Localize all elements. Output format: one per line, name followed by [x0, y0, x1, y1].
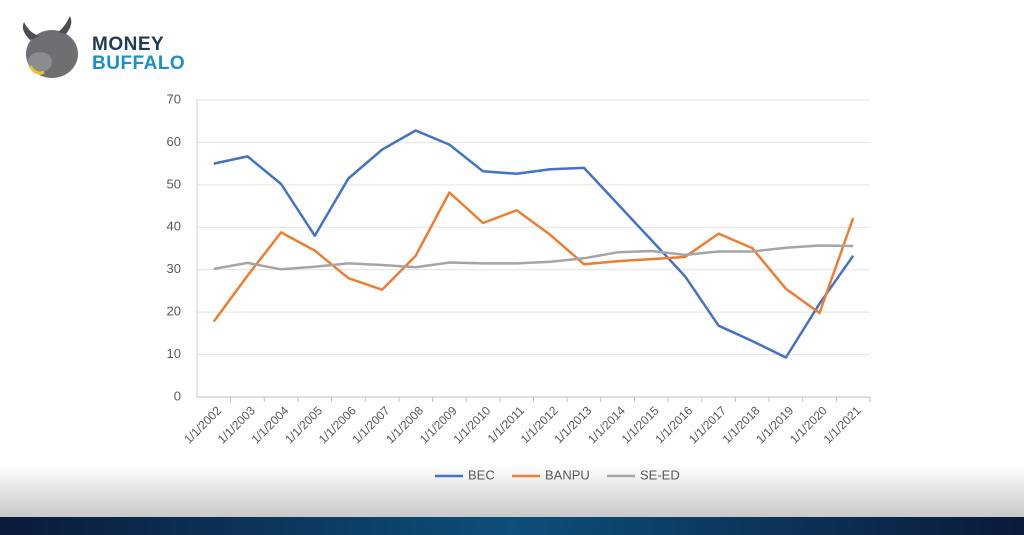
legend-label: BANPU — [545, 467, 590, 482]
y-tick-label: 40 — [167, 219, 181, 234]
logo-snout — [28, 52, 52, 72]
logo-horn — [22, 22, 40, 40]
series-line — [212, 191, 855, 323]
y-tick-label: 60 — [167, 134, 181, 149]
bottom-band — [0, 517, 1024, 535]
legend-label: BEC — [468, 467, 495, 482]
series-line — [213, 244, 854, 271]
legend-label: SE-ED — [640, 467, 680, 482]
logo-ring — [28, 65, 45, 75]
x-tick-label: 1/1/2010 — [450, 403, 493, 446]
y-tick-label: 30 — [167, 261, 181, 276]
series-line — [213, 129, 855, 359]
y-tick-label: 10 — [167, 346, 181, 361]
logo-horn — [58, 16, 72, 34]
y-tick-label: 70 — [167, 91, 181, 106]
logo-line1: MONEY — [92, 34, 164, 55]
y-tick-label: 0 — [174, 388, 181, 403]
x-tick-label: 1/1/2021 — [821, 403, 864, 446]
logo-line2: BUFFALO — [92, 53, 185, 74]
y-tick-label: 50 — [167, 176, 181, 191]
bottom-fade — [0, 465, 1024, 517]
y-tick-label: 20 — [167, 304, 181, 319]
logo: MONEY BUFFALO — [22, 16, 185, 78]
